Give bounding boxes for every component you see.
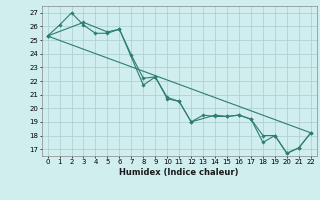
X-axis label: Humidex (Indice chaleur): Humidex (Indice chaleur) — [119, 168, 239, 177]
